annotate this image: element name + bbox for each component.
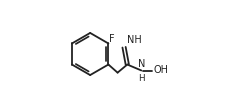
Text: N: N <box>137 59 144 69</box>
Text: H: H <box>137 74 144 83</box>
Text: F: F <box>108 34 114 44</box>
Text: NH: NH <box>126 35 141 44</box>
Text: OH: OH <box>153 65 168 75</box>
